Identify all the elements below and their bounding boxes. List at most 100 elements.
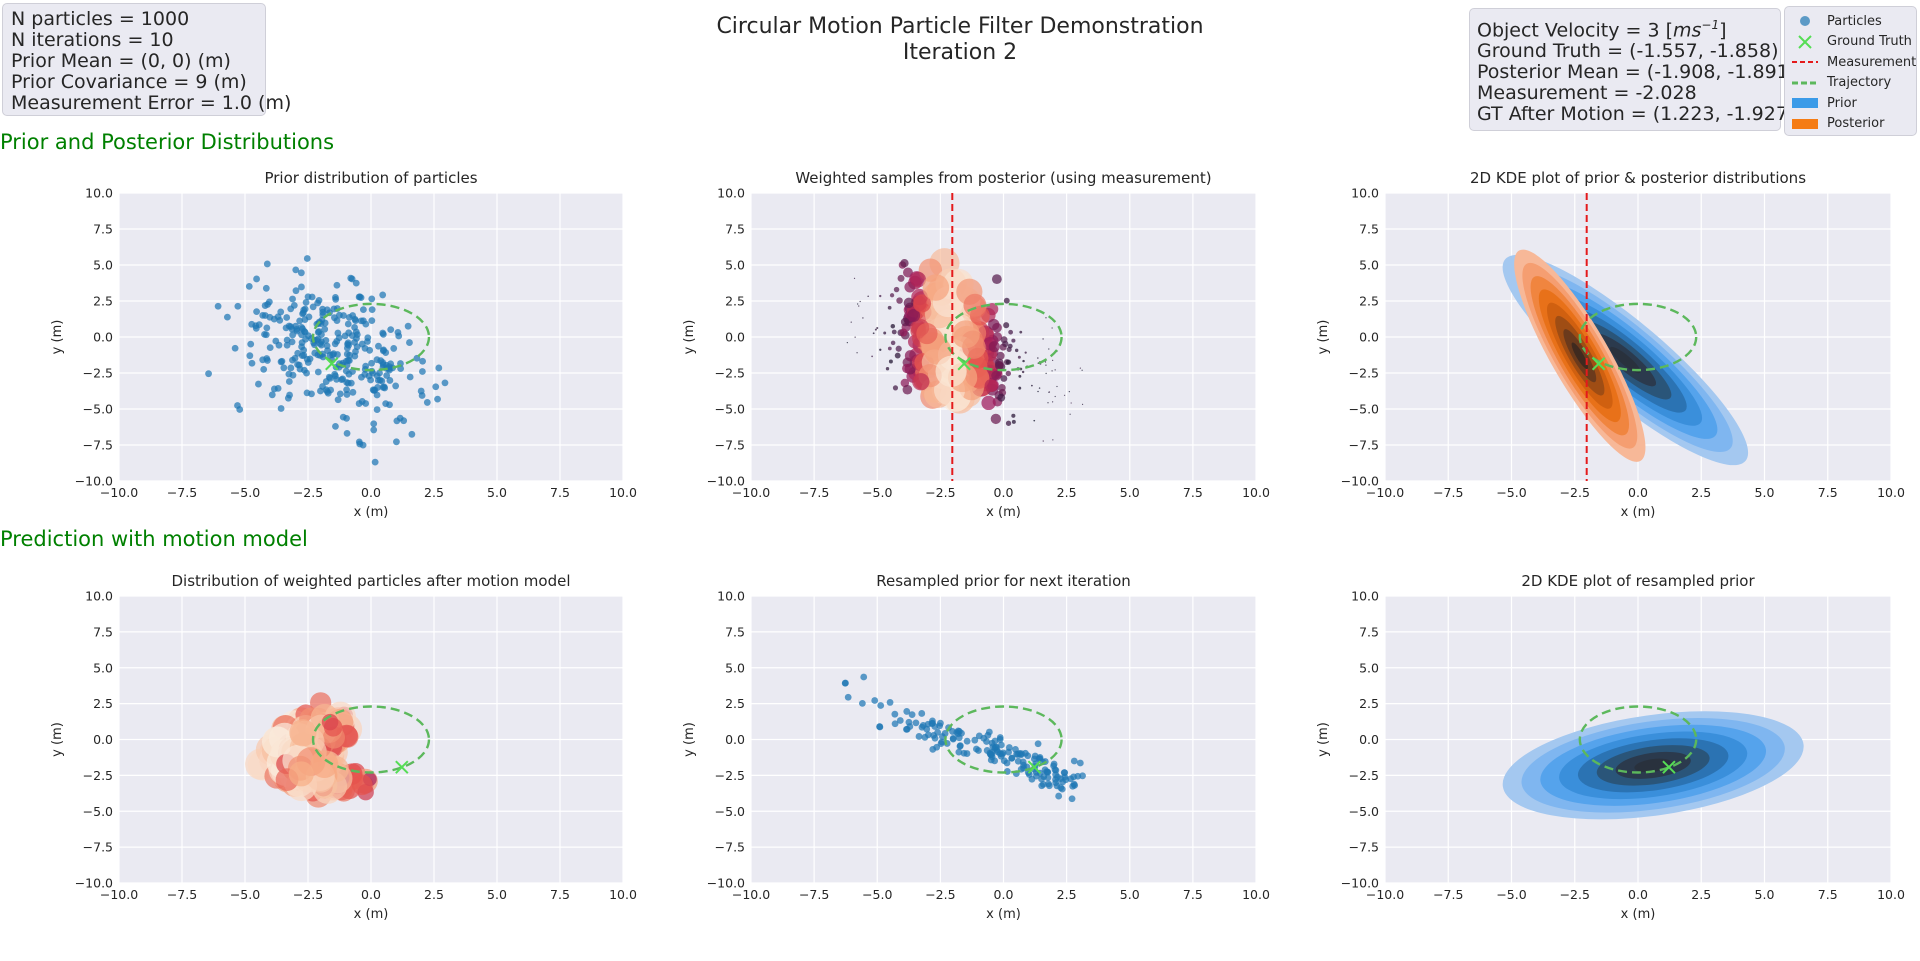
velocity-prefix: Object Velocity = 3 [ [1477,19,1673,42]
y-tick-label: 5.0 [1359,258,1379,273]
particle [891,710,899,718]
particle [253,308,260,316]
y-tick-label: −2.5 [1349,768,1379,783]
ground-truth-marker [1591,357,1606,371]
x-tick-label: −2.5 [293,485,323,500]
particle [247,340,255,348]
particle [987,756,995,764]
y-tick-label: −5.0 [1349,402,1379,417]
info-prior-mean: Prior Mean = (0, 0) (m) [11,50,231,72]
particle [1060,769,1068,777]
particle [393,417,401,425]
legend-item-posterior: Posterior [1791,114,1910,135]
particle [896,717,904,724]
plot-prior-distribution: −10.0−10.0 −7.5 −7.5 −5.0 −5.0 −2.5 −2.5 0.0 0.0… [50,169,637,520]
particle [1038,775,1045,783]
particle [364,338,371,345]
y-tick-label: 2.5 [1359,294,1379,309]
particle [867,295,869,298]
trajectory-circle [311,302,431,372]
particle [342,357,350,365]
particle [1081,403,1084,405]
particle [874,328,877,331]
particle [379,347,387,355]
particle [223,313,231,321]
particle [912,294,932,313]
particle [404,322,412,330]
particle [934,728,942,736]
particle [1030,755,1038,763]
particle [434,395,441,403]
particle [990,413,1002,425]
velocity-suffix: ] [1719,19,1727,42]
particle [1002,340,1009,348]
particle [893,286,900,293]
trajectory-circle [1578,302,1698,372]
x-tick-label: 7.5 [1183,485,1203,500]
red-dashed-line-icon [1792,61,1818,64]
particle [334,396,342,404]
particle [277,405,285,412]
y-axis-label: y (m) [50,320,65,355]
info-measurement: Measurement = -2.028 [1477,82,1697,105]
particle [900,317,910,327]
particle [984,379,998,393]
particle [1052,766,1060,774]
particle [333,337,341,345]
legend-item-trajectory: Trajectory [1791,73,1910,94]
particle [985,728,993,736]
particle [311,349,319,357]
y-tick-label: 10.0 [85,589,113,604]
y-tick-label: 7.5 [725,222,745,237]
particle [886,699,894,706]
particle [285,378,293,385]
particle [1011,419,1016,424]
x-tick-label: 2.5 [1691,485,1711,500]
particle [1063,394,1066,396]
particle [277,308,285,316]
plot-content [205,255,449,466]
x-tick-label: −10.0 [100,887,138,902]
particle [951,320,980,349]
particle [1045,780,1052,788]
y-tick-label: 0.0 [1359,732,1379,747]
x-tick-label: −2.5 [293,887,323,902]
particle [266,344,274,352]
particle [352,317,359,324]
particle [899,328,908,337]
particle [262,331,270,339]
particle [1028,775,1036,783]
particle [953,729,961,736]
particle [351,352,359,360]
x-tick-label: 0.0 [1628,887,1648,902]
particle [991,737,999,745]
particle [1038,387,1041,389]
ground-truth-marker [957,357,971,371]
y-tick-label: −5.0 [83,804,113,819]
particle [860,673,868,681]
particle [297,269,305,277]
particles [205,255,449,466]
particle [956,742,964,750]
particle [321,319,329,327]
info-ground-truth: Ground Truth = (-1.557, -1.858) [1477,40,1779,63]
particle [1045,317,1047,319]
particle [368,317,376,325]
particle [368,295,376,303]
particle [353,331,361,338]
particle [1042,338,1044,340]
particle [996,736,1004,743]
particle [1070,402,1072,404]
particle [991,744,999,752]
y-tick-label: −2.5 [83,768,113,783]
particle [395,332,403,340]
particle [879,348,882,351]
y-tick-label: −7.5 [1349,840,1379,855]
particle [949,734,957,742]
figure-title-line2: Iteration 2 [902,40,1018,65]
section-title-prior-posterior: Prior and Posterior Distributions [0,130,335,154]
particle [284,394,292,402]
x-tick-label: 2.5 [1057,887,1077,902]
particle [1024,752,1032,760]
x-tick-label: −5.0 [862,887,892,902]
